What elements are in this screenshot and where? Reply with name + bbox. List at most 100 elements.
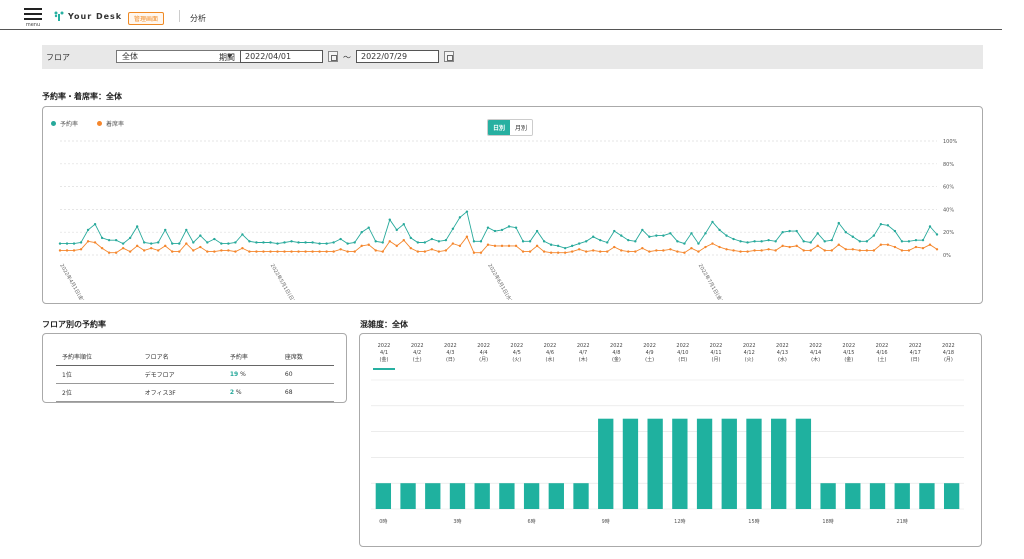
data-point [599, 250, 602, 253]
data-point [507, 225, 511, 228]
bar [548, 483, 564, 509]
nav-analysis[interactable]: 分析 [190, 14, 206, 23]
data-point [171, 250, 174, 253]
end-date-input[interactable]: 2022/07/29 [356, 50, 439, 63]
period-label: 期間 [219, 53, 235, 62]
end-calendar-icon[interactable] [444, 51, 454, 62]
x-tick-label: 2022年6月1日(水) [486, 263, 514, 301]
data-point [781, 244, 784, 248]
data-point [135, 244, 139, 248]
legend-reservation[interactable]: 予約率 [51, 119, 78, 128]
divider [179, 10, 180, 22]
data-point [360, 231, 363, 234]
cell-floor: デモフロア [138, 365, 224, 384]
day-tab[interactable]: 2022 4/8 (金) [610, 343, 623, 363]
data-point [304, 241, 307, 244]
x-tick-label: 0時 [379, 519, 387, 525]
data-point [339, 248, 342, 251]
day-tab[interactable]: 2022 4/12 (火) [742, 343, 756, 363]
app-logo[interactable]: Your Desk [54, 11, 122, 21]
toggle-monthly[interactable]: 月別 [510, 120, 533, 135]
data-point [255, 241, 258, 244]
day-tab[interactable]: 2022 4/1 (金) [369, 343, 399, 370]
data-point [58, 249, 62, 252]
day-tab[interactable]: 2022 4/6 (水) [543, 343, 557, 363]
toggle-daily[interactable]: 日別 [488, 120, 511, 135]
data-point [865, 240, 869, 243]
day-tab[interactable]: 2022 4/18 (月) [942, 343, 955, 363]
bar [795, 418, 812, 509]
day-tab[interactable]: 2022 4/16 (土) [875, 343, 889, 363]
data-point [255, 250, 258, 253]
data-point [570, 244, 574, 248]
data-point [851, 235, 855, 238]
day-tab[interactable]: 2022 4/2 (土) [410, 343, 424, 363]
data-point [774, 249, 777, 252]
data-point [192, 249, 195, 252]
data-point [907, 240, 911, 243]
day-tab[interactable]: 2022 4/3 (日) [444, 343, 457, 363]
data-point [430, 248, 434, 251]
legend-seated[interactable]: 着席率 [97, 119, 124, 128]
data-point [402, 238, 405, 242]
data-point [900, 240, 904, 243]
data-point [367, 243, 370, 246]
data-point [514, 226, 518, 229]
table-row[interactable]: 1位 デモフロア 19 % 60 [56, 365, 334, 384]
data-point [549, 251, 553, 254]
data-point [697, 242, 700, 245]
data-point [416, 241, 420, 244]
data-point [346, 250, 349, 253]
start-calendar-icon[interactable] [328, 51, 338, 62]
y-tick-label: 100% [943, 139, 958, 145]
menu-button[interactable]: menu [24, 8, 42, 28]
y-tick-label: 20% [943, 230, 954, 236]
data-point [409, 236, 412, 240]
data-point [276, 250, 279, 253]
data-point [535, 244, 539, 248]
data-point [795, 244, 798, 248]
day-tab[interactable]: 2022 4/11 (月) [709, 343, 723, 363]
data-point [276, 242, 279, 245]
data-point [297, 250, 300, 253]
floor-label: フロア [46, 53, 70, 62]
data-point [72, 242, 76, 245]
period-tilde: 〜 [343, 53, 351, 62]
col-seats: 座席数 [278, 348, 334, 366]
hamburger-icon [24, 8, 42, 10]
day-tab[interactable]: 2022 4/15 (金) [842, 343, 856, 363]
data-point [577, 242, 581, 245]
day-tab[interactable]: 2022 4/17 (日) [908, 343, 922, 363]
day-tab[interactable]: 2022 4/7 (木) [576, 343, 590, 363]
data-point [620, 249, 623, 252]
data-point [107, 251, 111, 254]
data-point [451, 227, 455, 230]
data-point [423, 241, 427, 244]
data-point [353, 241, 356, 244]
table-row[interactable]: 2位 オフィス3F 2 % 68 [56, 383, 334, 402]
legend-dot-icon [51, 121, 56, 126]
data-point [486, 226, 490, 229]
start-date-input[interactable]: 2022/04/01 [240, 50, 323, 63]
cell-rate: 2 % [223, 383, 279, 402]
data-point [150, 242, 153, 245]
bar [647, 418, 663, 509]
data-point [592, 235, 595, 238]
data-point [86, 228, 90, 232]
day-tab[interactable]: 2022 4/10 (日) [676, 343, 690, 363]
day-tab[interactable]: 2022 4/14 (木) [809, 343, 822, 363]
data-point [220, 242, 223, 245]
data-point [767, 248, 770, 251]
data-point [563, 246, 567, 250]
data-point [655, 234, 658, 237]
day-tab[interactable]: 2022 4/13 (水) [776, 343, 789, 363]
day-tab[interactable]: 2022 4/5 (火) [510, 343, 524, 363]
data-point [388, 240, 391, 243]
day-tab[interactable]: 2022 4/9 (土) [643, 343, 656, 363]
day-tab[interactable]: 2022 4/4 (月) [477, 343, 490, 363]
data-point [493, 244, 497, 248]
bar [746, 418, 762, 509]
x-tick-label: 6時 [528, 519, 536, 525]
col-rate: 予約率 [223, 348, 279, 366]
data-point [655, 249, 658, 252]
